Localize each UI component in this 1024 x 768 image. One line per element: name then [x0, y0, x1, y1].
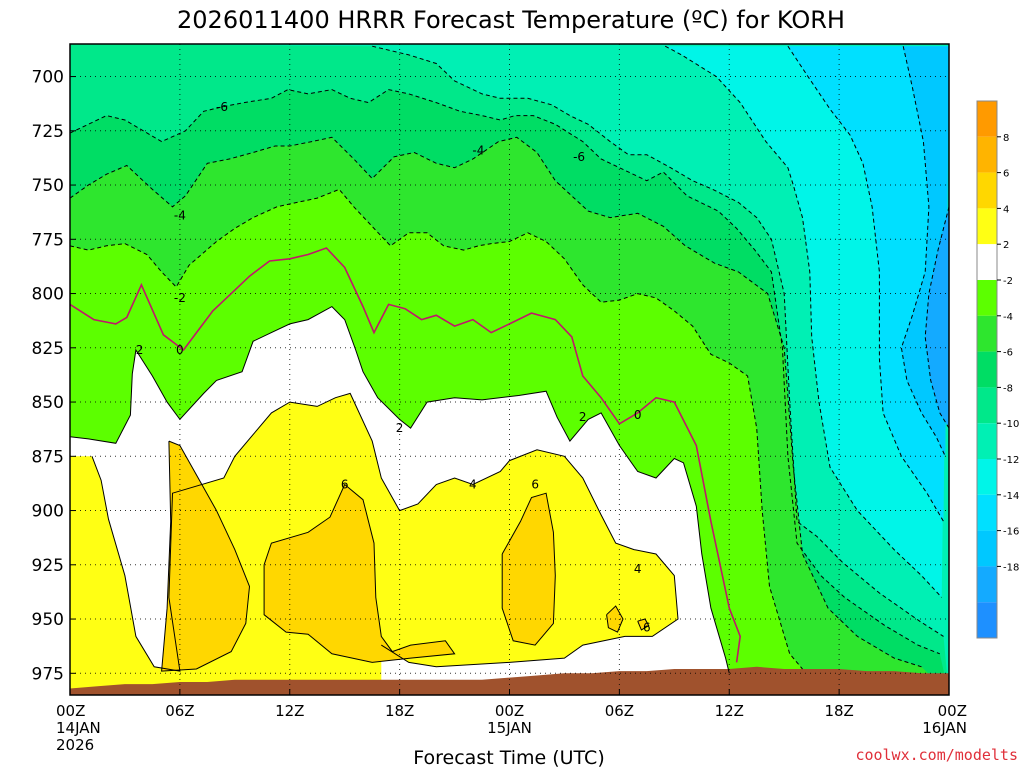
- contour-label: 2: [136, 343, 144, 357]
- colorbar-swatch: [977, 101, 997, 137]
- x-tick-label: 06Z: [165, 702, 194, 720]
- colorbar-swatch: [977, 208, 997, 245]
- x-tick-label: 15JAN: [487, 719, 532, 737]
- contour-label: -4: [174, 208, 186, 222]
- y-tick-label: 875: [32, 447, 64, 467]
- y-tick-label: 850: [32, 393, 64, 413]
- x-tick-label: 2026: [56, 736, 94, 754]
- colorbar-swatch: [977, 494, 997, 531]
- isotherm-0-5: [70, 247, 742, 663]
- isotherm--2-6: [70, 188, 803, 670]
- colorbar-swatch: [977, 315, 997, 352]
- colorbar-tick-label: -8: [1003, 383, 1013, 394]
- contour-label: -6: [573, 150, 585, 164]
- y-axis: 700 725 750 775 800 825 850 875 900 925 950 975: [32, 68, 76, 684]
- contour-label: 0: [634, 408, 642, 422]
- x-tick-label: 12Z: [275, 702, 304, 720]
- band-plus6-0: [161, 441, 250, 672]
- contour-label: 4: [469, 478, 477, 492]
- contour-label: -2: [174, 291, 186, 305]
- contour-label: -4: [472, 143, 484, 157]
- contour-label: 0: [176, 343, 184, 357]
- contour-label: 4: [634, 562, 642, 576]
- y-tick-label: 775: [32, 230, 64, 250]
- x-tick-label: 06Z: [605, 702, 634, 720]
- small-contour-0: [606, 605, 624, 633]
- colorbar-swatch: [977, 459, 997, 495]
- y-tick-label: 700: [32, 68, 64, 88]
- y-tick-label: 750: [32, 176, 64, 196]
- y-tick-label: 975: [32, 664, 64, 684]
- colorbar-tick-label: -12: [1003, 455, 1019, 466]
- contour-label: 6: [643, 621, 651, 635]
- band-minus16: [925, 206, 949, 429]
- isotherm--14-12: [900, 46, 946, 457]
- colorbar-tick-label: 8: [1003, 133, 1009, 144]
- colorbar-swatch: [977, 172, 997, 209]
- band-minus12: [787, 46, 949, 522]
- y-tick-label: 825: [32, 339, 64, 359]
- colorbar-tick-label: 2: [1003, 240, 1009, 251]
- terrain-surface: [70, 666, 949, 695]
- y-tick-label: 725: [32, 122, 64, 142]
- x-tick-label: 18Z: [385, 702, 414, 720]
- x-tick-label: 14JAN: [56, 719, 101, 737]
- colorbar-tick-label: 6: [1003, 169, 1009, 180]
- x-tick-label: 16JAN: [922, 719, 967, 737]
- isotherm--16-13: [924, 206, 949, 429]
- colorbar-tick-label: -10: [1003, 419, 1019, 430]
- colorbar-frame: [976, 100, 998, 639]
- colorbar-swatch: [977, 244, 997, 280]
- contour-label: 6: [531, 478, 539, 492]
- plot-area: 6 642 0-2-4-6-4 -622 046: [70, 44, 949, 695]
- isotherm-6-0: [161, 440, 251, 672]
- colorbar-tick-label: -6: [1003, 348, 1013, 359]
- small-contour-1: [637, 618, 650, 631]
- colorbar-tick-label: 4: [1003, 204, 1009, 215]
- x-tick-label: 00Z: [495, 702, 524, 720]
- colorbar-swatch: [977, 280, 997, 316]
- x-tick-label: 18Z: [824, 702, 853, 720]
- colorbar-tick-label: -2: [1003, 276, 1013, 287]
- colorbar-swatch: [977, 423, 997, 459]
- isotherm--6-8: [70, 89, 940, 655]
- isotherm-6-2: [501, 492, 556, 646]
- colorbar-tick-label: -4: [1003, 312, 1013, 323]
- colorbar-swatch: [977, 530, 997, 567]
- isotherm--4-7: [70, 136, 922, 668]
- colorbar-tick-label: -14: [1003, 491, 1019, 502]
- colorbar: 8 6 4 2 -2 -4 -6 -8 -10 -12 -14 -16 -18: [976, 100, 1019, 639]
- isotherm--10-10: [664, 45, 943, 598]
- y-tick-label: 800: [32, 285, 64, 305]
- contour-label: 2: [396, 421, 404, 435]
- isotherm-4-3: [91, 392, 679, 672]
- isotherm-2-4: [70, 305, 730, 674]
- isotherm-6-1: [263, 483, 456, 663]
- x-tick-label: 00Z: [56, 702, 85, 720]
- chart-title: 2026011400 HRRR Forecast Temperature (ºC…: [177, 6, 845, 34]
- credit-text[interactable]: coolwx.com/modelts: [855, 746, 1018, 764]
- y-tick-label: 950: [32, 610, 64, 630]
- y-tick-label: 925: [32, 556, 64, 576]
- colorbar-swatch: [977, 566, 997, 603]
- contour-label: -6: [216, 100, 228, 114]
- x-tick-label: 12Z: [715, 702, 744, 720]
- colorbar-swatch: [977, 351, 997, 388]
- contour-label: 2: [579, 410, 587, 424]
- x-tick-label: 00Z: [938, 702, 967, 720]
- colorbar-tick-label: -16: [1003, 527, 1019, 538]
- colorbar-swatch: [977, 602, 997, 638]
- band-plus6-1: [264, 484, 455, 663]
- x-axis-label: Forecast Time (UTC): [413, 747, 604, 768]
- colorbar-swatch: [977, 136, 997, 173]
- isotherm--8-9: [372, 45, 944, 637]
- y-tick-label: 900: [32, 502, 64, 522]
- colorbar-tick-label: -18: [1003, 562, 1019, 573]
- colorbar-swatch: [977, 387, 997, 424]
